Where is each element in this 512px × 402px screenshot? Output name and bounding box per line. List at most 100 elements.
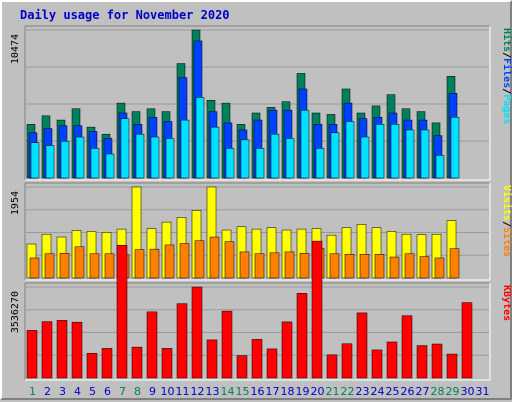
bar-pages-day-22 [345,121,355,179]
bar-kbytes-day-9 [146,311,158,379]
bar-kbytes-day-3 [56,320,68,379]
x-tick-label-day-8: 8 [134,385,141,398]
x-tick-label-day-28: 28 [431,385,445,398]
bar-sites-day-24 [374,253,385,279]
bar-pages-day-11 [180,119,190,179]
bar-pages-day-16 [255,148,265,179]
x-tick-label-day-7: 7 [119,385,126,398]
bar-kbytes-day-14 [221,310,233,379]
bar-sites-day-16 [254,253,265,279]
bar-kbytes-day-7 [116,244,128,379]
bar-pages-day-9 [150,136,160,179]
bar-kbytes-day-26 [401,315,413,379]
bar-pages-day-7 [120,118,130,179]
x-tick-label-day-6: 6 [104,385,111,398]
bar-pages-day-1 [30,142,40,179]
bar-sites-day-9 [149,248,160,279]
bar-sites-day-27 [419,256,430,279]
legend-entry: Sites [501,227,512,257]
y-max-label-hits_files_pages: 10474 [10,34,21,64]
bar-sites-day-12 [194,240,205,279]
x-tick-label-day-9: 9 [149,385,156,398]
bar-kbytes-day-21 [326,354,338,379]
x-tick-label-day-11: 11 [176,385,190,398]
x-tick-label-day-24: 24 [371,385,385,398]
bar-sites-day-8 [134,249,145,279]
bar-sites-day-28 [434,257,445,279]
bar-kbytes-day-6 [101,348,113,379]
bar-pages-day-18 [285,138,295,179]
x-tick-label-day-18: 18 [281,385,295,398]
bar-sites-day-18 [284,251,295,279]
bar-pages-day-8 [135,133,145,179]
legend-entry: Files [501,58,512,88]
bar-pages-day-29 [450,116,460,179]
bar-kbytes-day-22 [341,343,353,379]
x-tick-label-day-25: 25 [386,385,400,398]
bar-pages-day-27 [420,129,430,179]
bar-sites-day-29 [449,248,460,279]
bar-pages-day-25 [390,124,400,179]
bar-pages-day-12 [195,97,205,179]
legend-entry: Visits [501,185,512,221]
bar-kbytes-day-24 [371,349,383,379]
bar-sites-day-13 [209,236,220,279]
bar-sites-day-26 [404,253,415,279]
x-tick-label-day-29: 29 [446,385,460,398]
bar-pages-day-2 [45,145,55,179]
x-tick-label-day-13: 13 [206,385,220,398]
y-max-label-visits_sites: 1954 [10,191,21,215]
x-tick-label-day-21: 21 [326,385,340,398]
bar-sites-day-2 [44,253,55,279]
bar-kbytes-day-5 [86,353,98,379]
bar-sites-day-11 [179,243,190,279]
bar-sites-day-1 [29,257,40,279]
bar-sites-day-4 [74,246,85,279]
bar-sites-day-21 [329,253,340,279]
x-tick-label-day-20: 20 [311,385,325,398]
bar-sites-day-14 [224,241,235,279]
bar-pages-day-15 [240,139,250,179]
x-tick-label-day-2: 2 [44,385,51,398]
legend-entry: / [501,88,512,94]
bar-kbytes-day-4 [71,321,83,379]
bar-pages-day-5 [90,148,100,179]
bar-sites-day-23 [359,253,370,279]
x-tick-label-day-17: 17 [266,385,280,398]
bar-pages-day-3 [60,141,70,179]
bar-sites-day-15 [239,251,250,279]
x-tick-label-day-15: 15 [236,385,250,398]
legend-kbytes: KBytes [501,285,512,321]
bar-pages-day-10 [165,138,175,179]
bar-sites-day-19 [299,253,310,279]
bar-pages-day-4 [75,136,85,179]
legend-entry: / [501,221,512,227]
bar-kbytes-day-29 [446,353,458,379]
x-tick-label-day-27: 27 [416,385,430,398]
legend-entry: Pages [501,94,512,124]
bar-pages-day-6 [105,153,115,179]
bar-kbytes-day-16 [251,339,263,379]
legend-entry: KBytes [501,285,512,321]
bar-pages-day-23 [360,136,370,179]
bar-kbytes-day-2 [41,321,53,379]
bar-sites-day-22 [344,253,355,279]
x-tick-label-day-14: 14 [221,385,235,398]
bar-kbytes-day-1 [26,330,38,379]
x-tick-label-day-26: 26 [401,385,415,398]
bar-kbytes-day-23 [356,312,368,379]
bar-pages-day-26 [405,129,415,179]
bar-kbytes-day-18 [281,321,293,379]
bar-kbytes-day-13 [206,339,218,379]
x-tick-label-day-3: 3 [59,385,66,398]
bar-kbytes-day-15 [236,355,248,379]
bar-sites-day-25 [389,256,400,279]
x-tick-label-day-4: 4 [74,385,81,398]
bar-pages-day-24 [375,124,385,179]
legend-entry: Hits [501,28,512,52]
bar-kbytes-day-20 [311,240,323,379]
x-tick-label-day-16: 16 [251,385,265,398]
bar-pages-day-17 [270,133,280,179]
